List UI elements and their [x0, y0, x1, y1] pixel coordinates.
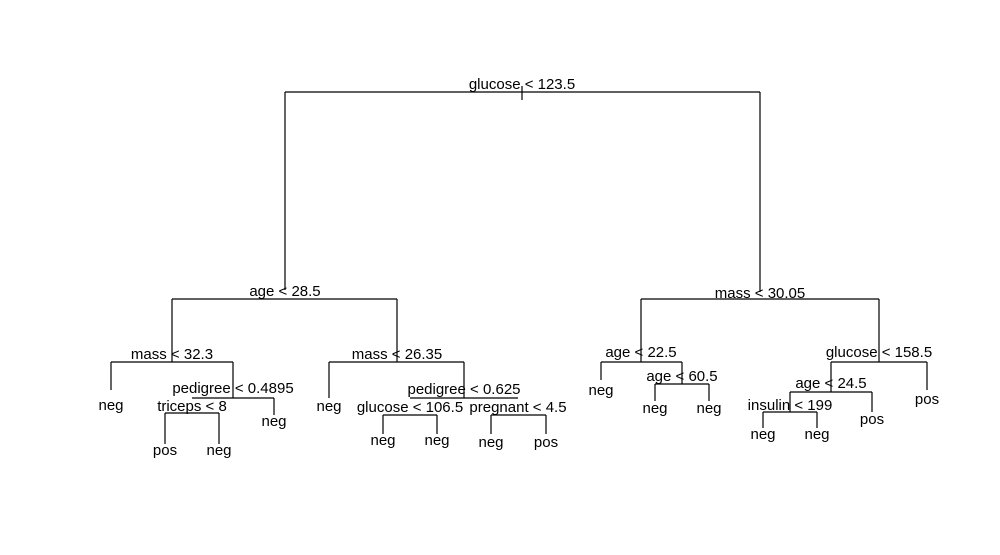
split-label-LRRL: glucose < 106.5 [357, 399, 463, 416]
leaf-label-RRLR: pos [860, 411, 884, 428]
split-label-RRLL: insulin < 199 [748, 397, 833, 414]
split-label-LR: mass < 26.35 [352, 346, 442, 363]
leaf-label-LRRLL: neg [370, 432, 395, 449]
tree-labels: glucose < 123.5 age < 28.5 mass < 30.05 mas… [98, 76, 939, 459]
leaf-label-LLL: neg [98, 397, 123, 414]
leaf-label-LLRLL: pos [153, 442, 177, 459]
leaf-label-LLRLR: neg [206, 442, 231, 459]
leaf-label-LRRRR: pos [534, 434, 558, 451]
leaf-label-LRL: neg [316, 398, 341, 415]
split-label-root: glucose < 123.5 [469, 76, 575, 93]
leaf-label-RRLLR: neg [804, 426, 829, 443]
leaf-label-RLRL: neg [642, 400, 667, 417]
leaf-label-LLRR: neg [261, 413, 286, 430]
split-label-LRR: pedigree < 0.625 [407, 381, 520, 398]
leaf-label-RLRR: neg [696, 400, 721, 417]
split-label-RR: glucose < 158.5 [826, 344, 932, 361]
leaf-label-RRLLL: neg [750, 426, 775, 443]
split-label-LLRL: triceps < 8 [157, 398, 227, 415]
split-label-L: age < 28.5 [249, 283, 320, 300]
split-label-RRL: age < 24.5 [795, 375, 866, 392]
split-label-RL: age < 22.5 [605, 344, 676, 361]
split-label-LLR: pedigree < 0.4895 [172, 380, 293, 397]
split-label-LRRR: pregnant < 4.5 [469, 399, 566, 416]
leaf-label-LRRRL: neg [478, 434, 503, 451]
leaf-label-RLL: neg [588, 382, 613, 399]
split-label-R: mass < 30.05 [715, 285, 805, 302]
split-label-RLR: age < 60.5 [646, 368, 717, 385]
tree-branches [110, 86, 928, 444]
leaf-label-LRRLR: neg [424, 432, 449, 449]
leaf-label-RRR: pos [915, 391, 939, 408]
split-label-LL: mass < 32.3 [131, 346, 213, 363]
